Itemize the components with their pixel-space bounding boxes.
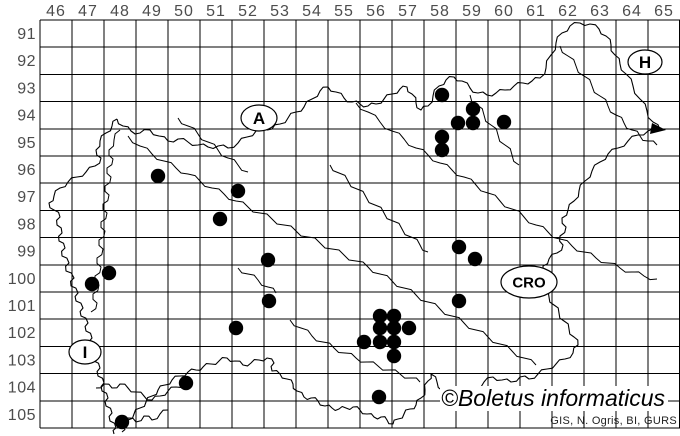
occurrence-dot: [114, 414, 130, 430]
country-label-ellipse-croatia: [500, 265, 558, 299]
attribution-text: GIS, N. Ogris, BI, GURS: [550, 415, 677, 427]
grid-row-label: 92: [17, 53, 36, 70]
occurrence-dot: [386, 334, 402, 350]
occurrence-dot: [450, 115, 466, 131]
river-line: [127, 135, 537, 366]
occurrence-dot: [386, 320, 402, 336]
grid-col-label: 61: [526, 3, 546, 20]
river-line: [559, 45, 658, 146]
river-mouth-arrow: [650, 123, 666, 134]
occurrence-dot: [356, 334, 372, 350]
occurrence-dot: [212, 211, 228, 227]
grid-col-label: 63: [590, 3, 610, 20]
grid-row-label: 97: [17, 189, 36, 206]
grid-col-label: 51: [206, 3, 226, 20]
grid-row-label: 91: [17, 26, 36, 43]
occurrence-dot: [150, 168, 166, 184]
grid-row-label: 102: [8, 325, 36, 342]
country-border: [116, 22, 661, 433]
occurrence-dot: [261, 293, 277, 309]
grid-col-label: 57: [398, 3, 418, 20]
occurrence-dot: [101, 265, 117, 281]
grid-row-label: 95: [17, 135, 36, 152]
occurrence-dot: [84, 276, 100, 292]
grid-col-label: 59: [462, 3, 482, 20]
grid-row-label: 103: [8, 352, 36, 369]
country-label-italy: I: [83, 343, 88, 362]
river-line: [237, 267, 277, 294]
grid-col-label: 48: [110, 3, 130, 20]
grid-col-label: 56: [366, 3, 386, 20]
grid-row-label: 99: [17, 244, 36, 261]
grid-col-label: 50: [174, 3, 194, 20]
grid-row-label: 94: [17, 108, 36, 125]
occurrence-dot: [434, 87, 450, 103]
occurrence-dot: [178, 375, 194, 391]
occurrence-dot: [451, 293, 467, 309]
country-border: [48, 118, 118, 435]
occurrence-dot: [465, 101, 481, 117]
grid-col-label: 60: [494, 3, 514, 20]
grid-col-label: 54: [302, 3, 322, 20]
grid-col-label: 55: [334, 3, 354, 20]
occurrence-dot: [434, 129, 450, 145]
river-line: [355, 102, 658, 281]
grid-col-label: 62: [558, 3, 578, 20]
grid-col-label: 46: [46, 3, 66, 20]
grid-col-label: 47: [78, 3, 98, 20]
country-label-croatia: CRO: [512, 274, 546, 291]
country-label-ellipse-italy: [68, 339, 102, 365]
occurrence-dot: [372, 334, 388, 350]
occurrence-dot: [371, 389, 387, 405]
occurrence-dot: [230, 183, 246, 199]
occurrence-dot: [496, 114, 512, 130]
grid-row-label: 105: [8, 407, 36, 424]
country-border: [119, 409, 169, 425]
grid-row-label: 101: [8, 298, 36, 315]
grid-row-label: 93: [17, 80, 36, 97]
river-line: [177, 117, 249, 173]
occurrence-dot: [451, 239, 467, 255]
occurrence-dot: [386, 348, 402, 364]
country-label-austria: A: [253, 109, 265, 128]
occurrence-dot: [372, 308, 388, 324]
grid-col-label: 58: [430, 3, 450, 20]
country-label-hungary: H: [639, 53, 651, 72]
grid-col-label: 49: [142, 3, 162, 20]
occurrence-dot: [386, 308, 402, 324]
occurrence-dot: [228, 320, 244, 336]
river-line: [289, 319, 421, 383]
grid-row-label: 100: [8, 271, 36, 288]
river-line: [329, 164, 429, 253]
occurrence-dot: [372, 320, 388, 336]
grid-row-label: 96: [17, 162, 36, 179]
occurrence-dot: [465, 115, 481, 131]
country-border: [95, 383, 185, 401]
country-label-ellipse-austria: [240, 104, 278, 132]
grid-col-label: 53: [270, 3, 290, 20]
grid-col-label: 52: [238, 3, 258, 20]
occurrence-dot: [260, 252, 276, 268]
occurrence-dot: [467, 251, 483, 267]
grid-row-label: 98: [17, 216, 36, 233]
grid-row-label: 104: [8, 380, 36, 397]
copyright-text: ©Boletus informaticus: [440, 386, 669, 411]
country-label-ellipse-hungary: [627, 49, 663, 75]
grid-col-label: 64: [622, 3, 642, 20]
occurrence-dot: [401, 320, 417, 336]
occurrence-dot: [434, 142, 450, 158]
grid-col-label: 65: [654, 3, 674, 20]
